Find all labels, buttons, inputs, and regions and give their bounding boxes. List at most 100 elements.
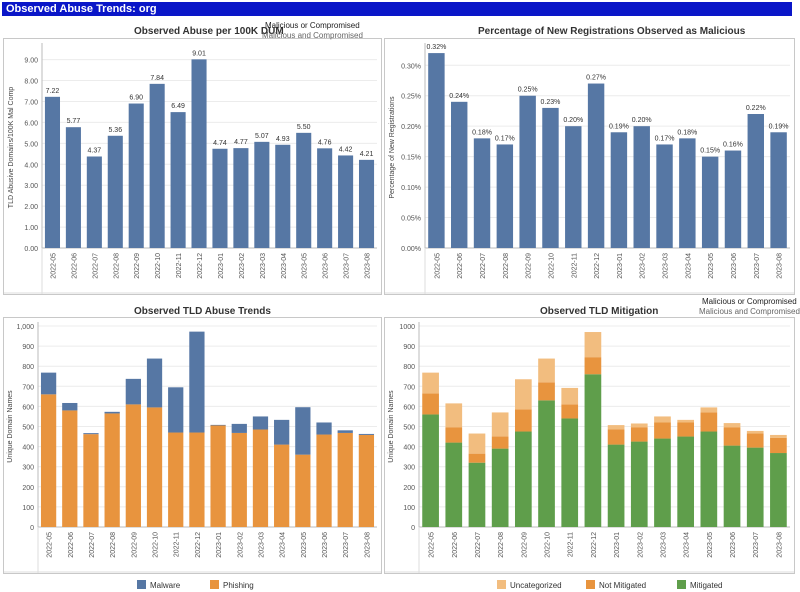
y-tick-label: 2.00	[24, 204, 38, 211]
bar	[296, 132, 312, 248]
x-tick-label: 2023-05	[707, 532, 714, 558]
x-tick-label: 2022-08	[113, 253, 120, 279]
legend-item-phishing[interactable]: Phishing	[210, 580, 254, 590]
data-label: 4.77	[234, 139, 248, 146]
x-tick-label: 2023-02	[637, 532, 644, 558]
bar-segment-phishing	[316, 434, 332, 527]
y-axis-label: TLD Abusive Domains/100K Mal Comp	[8, 87, 15, 208]
x-tick-label: 2022-07	[89, 532, 96, 558]
x-tick-label: 2023-05	[708, 253, 715, 279]
malware-swatch	[137, 580, 146, 589]
x-tick-label: 2022-11	[174, 532, 181, 557]
abuse-per-100k-legend-header: Malicious or Compromised	[265, 21, 360, 30]
legend-item-mitigated[interactable]: Mitigated	[677, 580, 722, 590]
y-tick-label: 400	[403, 445, 415, 452]
bar-segment-uncategorized	[561, 387, 579, 405]
bar-segment-uncategorized	[700, 407, 718, 413]
bar-segment-mitigated	[630, 441, 648, 527]
y-tick-label: 0.30%	[401, 63, 421, 70]
bar-segment-mitigated	[607, 444, 625, 527]
mitigated-swatch	[677, 580, 686, 589]
y-tick-label: 0.20%	[401, 124, 421, 131]
data-label: 0.25%	[518, 87, 538, 94]
legend-item-malware[interactable]: Malware	[137, 580, 180, 590]
bar-segment-malware	[295, 407, 311, 455]
x-tick-label: 2022-11	[568, 532, 575, 557]
tld-mitigation-legend-value[interactable]: Malicious and Compromised	[699, 307, 800, 316]
bar-segment-mitigated	[491, 448, 509, 527]
x-tick-label: 2022-11	[176, 253, 183, 278]
data-label: 4.74	[213, 140, 227, 147]
x-tick-label: 2022-10	[548, 253, 555, 279]
bar-segment-not-mitigated	[491, 436, 509, 449]
x-tick-label: 2022-09	[521, 532, 528, 558]
y-tick-label: 500	[22, 425, 34, 432]
y-tick-label: 8.00	[24, 79, 38, 86]
bar-segment-not-mitigated	[561, 404, 579, 419]
x-tick-label: 2022-10	[155, 253, 162, 279]
y-tick-label: 6.00	[24, 120, 38, 127]
x-tick-label: 2023-03	[260, 253, 267, 279]
x-tick-label: 2023-01	[216, 532, 223, 558]
x-tick-label: 2023-05	[302, 253, 309, 279]
abuse-per-100k-legend-value[interactable]: Malicious and Compromised	[262, 31, 363, 40]
bar	[233, 148, 249, 248]
y-tick-label: 600	[403, 404, 415, 411]
y-tick-label: 900	[403, 344, 415, 351]
y-tick-label: 3.00	[24, 183, 38, 190]
x-tick-label: 2022-12	[591, 532, 598, 558]
bar-segment-phishing	[358, 434, 375, 527]
bar-segment-phishing	[231, 432, 247, 527]
bar-segment-uncategorized	[538, 358, 555, 383]
legend-label: Mitigated	[690, 581, 723, 590]
bar	[451, 101, 468, 248]
bar-segment-phishing	[40, 394, 57, 527]
tld-mitigation-title: Observed TLD Mitigation	[540, 306, 659, 317]
bar-segment-uncategorized	[422, 372, 439, 394]
bar-segment-malware	[337, 430, 353, 433]
bar-segment-malware	[358, 433, 375, 435]
data-label: 0.32%	[426, 44, 446, 51]
bar-segment-malware	[316, 422, 332, 435]
bar-segment-phishing	[210, 425, 226, 527]
bar-segment-uncategorized	[468, 433, 486, 454]
bar-segment-not-mitigated	[468, 453, 486, 463]
legend-label: Phishing	[223, 581, 254, 590]
bar	[317, 148, 333, 248]
data-label: 5.07	[255, 133, 269, 140]
x-tick-label: 2023-01	[614, 532, 621, 558]
bar-segment-uncategorized	[491, 412, 509, 437]
bar	[44, 96, 61, 248]
y-tick-label: 0.15%	[401, 155, 421, 162]
bar-segment-phishing	[83, 434, 99, 527]
bar-segment-phishing	[252, 429, 269, 527]
x-tick-label: 2022-07	[480, 253, 487, 279]
legend-item-not-mitigated[interactable]: Not Mitigated	[586, 580, 646, 590]
bar-segment-mitigated	[770, 453, 787, 527]
data-label: 0.17%	[495, 135, 515, 142]
bar-segment-malware	[125, 378, 141, 405]
bar-segment-uncategorized	[770, 434, 787, 438]
x-tick-label: 2022-07	[92, 253, 99, 279]
legend-item-uncategorized[interactable]: Uncategorized	[497, 580, 562, 590]
x-tick-label: 2022-06	[68, 532, 75, 558]
bar-segment-phishing	[168, 432, 184, 527]
bar	[473, 138, 491, 248]
bar-segment-uncategorized	[630, 423, 648, 428]
bar	[107, 135, 123, 248]
y-tick-label: 700	[22, 384, 34, 391]
bar-segment-uncategorized	[677, 419, 695, 423]
x-tick-label: 2022-06	[457, 253, 464, 279]
x-tick-label: 2023-04	[685, 253, 692, 279]
bar-segment-not-mitigated	[770, 437, 787, 454]
y-tick-label: 300	[22, 465, 34, 472]
abuse-per-100k-title: Observed Abuse per 100K DUM	[134, 26, 284, 37]
pct-new-reg-chart: 0.00% 0.05% 0.10% 0.15% 0.20% 0.25% 0.30% Perce…	[385, 43, 794, 294]
bar-segment-mitigated	[445, 442, 463, 527]
x-tick-label: 2023-08	[365, 253, 372, 279]
bar	[587, 83, 605, 248]
bar	[170, 112, 186, 248]
bar	[149, 83, 165, 248]
x-tick-label: 2023-08	[364, 532, 371, 558]
y-tick-label: 1,000	[16, 324, 34, 331]
